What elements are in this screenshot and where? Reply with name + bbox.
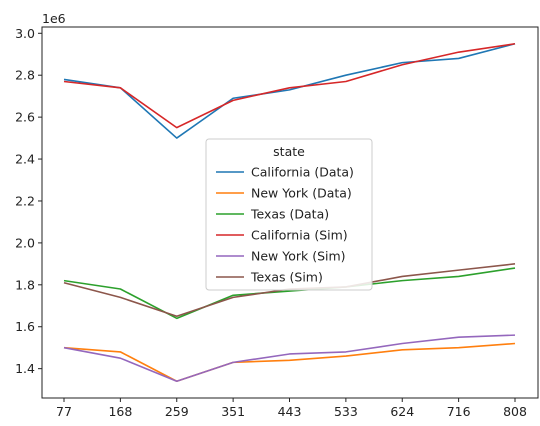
x-tick-label: 624 [390, 404, 414, 419]
legend-label: Texas (Sim) [250, 270, 323, 285]
legend: state California (Data) New York (Data) Te… [205, 138, 373, 291]
x-tick-label: 77 [56, 404, 72, 419]
x-tick-label: 443 [278, 404, 302, 419]
legend-box [205, 138, 373, 291]
x-tick-label: 808 [503, 404, 527, 419]
y-axis-offset-label: 1e6 [42, 11, 66, 26]
y-tick-label: 1.6 [15, 319, 35, 334]
x-tick-label: 259 [165, 404, 189, 419]
x-tick-label: 533 [334, 404, 358, 419]
y-tick-label: 2.0 [15, 235, 35, 250]
legend-label: New York (Data) [251, 186, 352, 201]
legend-label: Texas (Data) [250, 207, 329, 222]
legend-label: New York (Sim) [251, 249, 346, 264]
y-tick-label: 2.8 [15, 68, 35, 83]
series-line [63, 42, 516, 139]
legend-label: California (Sim) [251, 228, 348, 243]
y-tick-label: 3.0 [15, 26, 35, 41]
series-line [63, 42, 516, 129]
legend-label: California (Data) [251, 165, 354, 180]
y-tick-label: 1.8 [15, 277, 35, 292]
y-tick-label: 2.2 [15, 193, 35, 208]
x-tick-label: 716 [447, 404, 471, 419]
legend-title: state [273, 144, 305, 159]
y-tick-label: 2.6 [15, 110, 35, 125]
series-line [63, 342, 516, 383]
x-tick-label: 168 [108, 404, 132, 419]
y-tick-label: 1.4 [15, 361, 35, 376]
x-tick-label: 351 [221, 404, 245, 419]
series-line [63, 334, 516, 383]
series-line [63, 267, 516, 320]
plot-area: 77 168 259 351 443 533 624 716 808 1.4 1.6 1.8 2.0 2.… [15, 26, 539, 419]
y-tick-label: 2.4 [15, 152, 35, 167]
